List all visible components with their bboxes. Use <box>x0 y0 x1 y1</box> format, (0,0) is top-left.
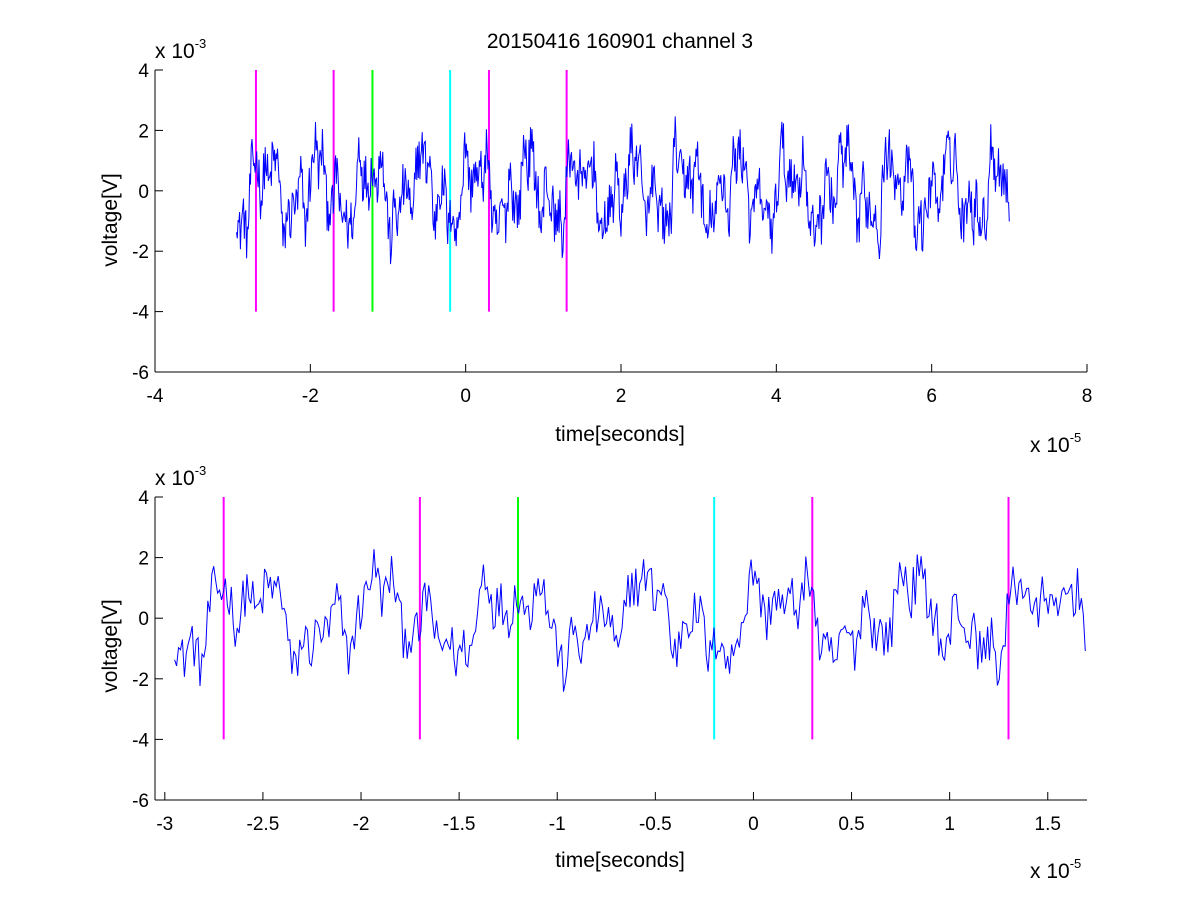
y-tick-label: -4 <box>132 730 149 751</box>
x-tick-label: 1.5 <box>1035 814 1061 835</box>
x-tick-label: -2.5 <box>247 814 280 835</box>
x-tick-label: 2 <box>616 386 627 407</box>
y-tick-label: 0 <box>138 182 149 203</box>
x-tick-label: 4 <box>771 386 782 407</box>
y-tick-label: -6 <box>132 791 149 812</box>
y-tick-label: 0 <box>138 609 149 630</box>
x-tick-label: 8 <box>1082 386 1093 407</box>
y-tick-label: -6 <box>132 363 149 384</box>
x-tick-label: -1 <box>549 814 566 835</box>
x-tick-label: -1.5 <box>443 814 476 835</box>
y-axis-label: voltage[V] <box>99 173 122 266</box>
y-tick-label: -2 <box>132 242 149 263</box>
y-tick-label: 4 <box>138 488 149 509</box>
y-tick-label: 2 <box>138 549 149 570</box>
x-axis-label: time[seconds] <box>555 849 685 872</box>
x-tick-label: -4 <box>147 386 164 407</box>
y-tick-label: -4 <box>132 303 149 324</box>
x-tick-label: 0 <box>748 814 759 835</box>
x-tick-label: -2 <box>353 814 370 835</box>
x-tick-label: 1 <box>944 814 955 835</box>
x-tick-label: -3 <box>156 814 173 835</box>
chart-title: 20150416 160901 channel 3 <box>487 30 753 53</box>
y-axis-label: voltage[V] <box>99 599 122 692</box>
x-tick-label: 0 <box>460 386 471 407</box>
y-exponent-label: x 10-3 <box>155 463 206 490</box>
voltage-trace <box>174 549 1086 692</box>
x-axis-label: time[seconds] <box>555 423 685 446</box>
y-exponent-label: x 10-3 <box>155 36 206 63</box>
y-tick-label: 2 <box>138 121 149 142</box>
x-tick-label: -2 <box>302 386 319 407</box>
x-tick-label: 6 <box>926 386 937 407</box>
x-tick-label: -0.5 <box>639 814 672 835</box>
x-exponent-label: x 10-5 <box>1030 856 1081 883</box>
x-exponent-label: x 10-5 <box>1030 430 1081 457</box>
bottom-plot: -3 -2.5 -2 -1.5 -1 -0.5 0 0.5 1 1.5 -6 -4 -2 0 2 4 tim… <box>99 463 1087 883</box>
y-tick-label: 4 <box>138 61 149 82</box>
x-tick-label: 0.5 <box>838 814 864 835</box>
top-plot: 20150416 160901 channel 3 -4 -2 0 2 4 6 8 -6-4… <box>99 30 1092 457</box>
voltage-trace <box>236 116 1010 265</box>
y-tick-label: -2 <box>132 670 149 691</box>
